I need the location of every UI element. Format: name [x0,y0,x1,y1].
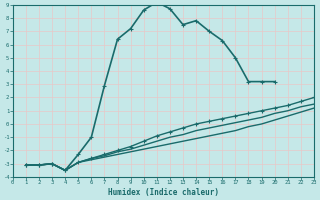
X-axis label: Humidex (Indice chaleur): Humidex (Indice chaleur) [108,188,219,197]
